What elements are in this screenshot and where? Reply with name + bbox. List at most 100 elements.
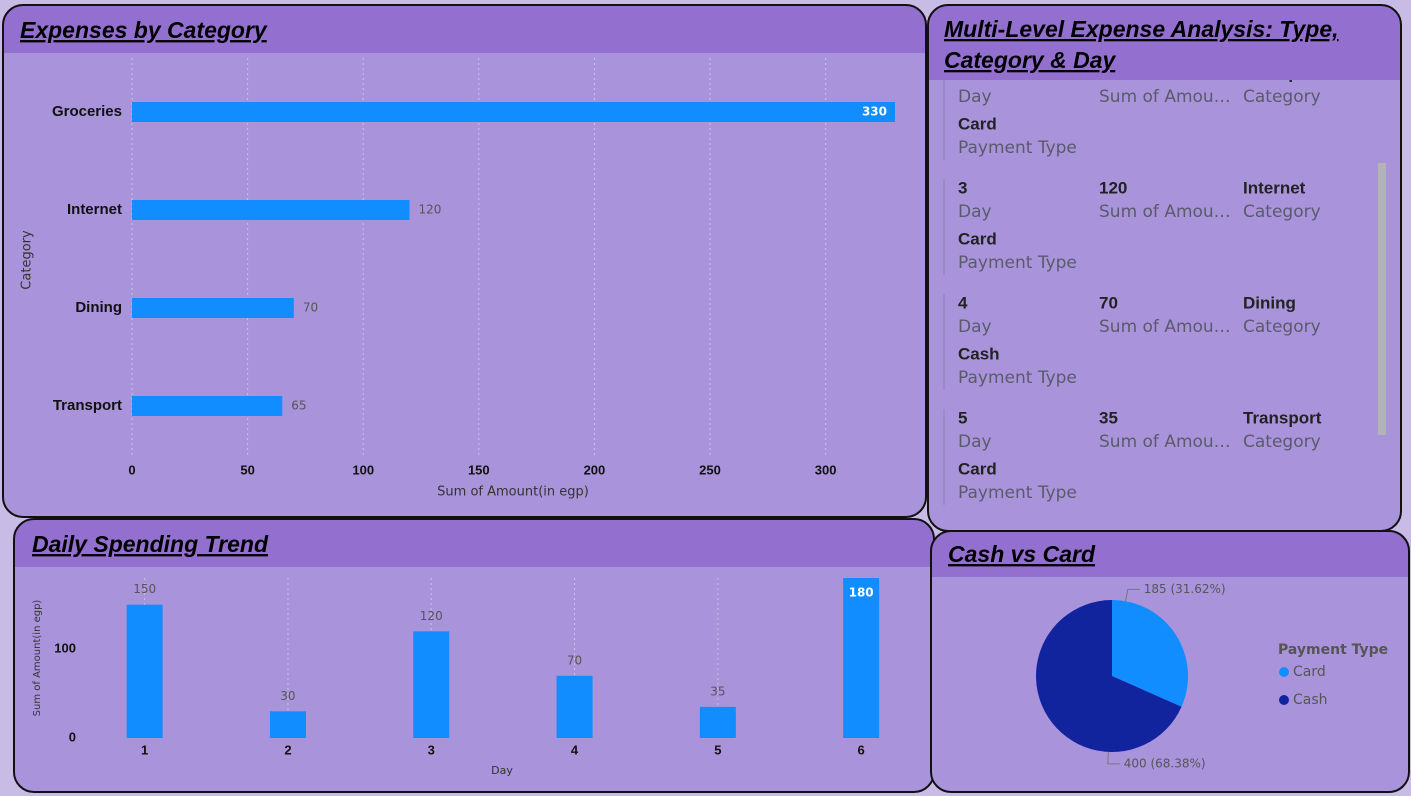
category-label: Groceries: [52, 103, 122, 120]
field-label: Category: [1243, 317, 1321, 337]
leader-line: [1125, 588, 1140, 602]
value-label: 185 (31.62%): [1144, 582, 1226, 596]
x-tick-label: 50: [240, 462, 254, 477]
value-label: 35: [710, 684, 725, 698]
field-value: Transport: [1243, 63, 1322, 82]
x-tick-label: 6: [858, 742, 865, 757]
category-label: Internet: [67, 201, 122, 218]
field-value: Transport: [1243, 408, 1322, 427]
field-label: Sum of Amou…: [1099, 202, 1231, 222]
chart-title: Daily Spending Trend: [32, 531, 269, 557]
field-value: 30: [1099, 63, 1118, 82]
bar: [126, 604, 163, 738]
x-tick-label: 2: [284, 742, 291, 757]
field-label: Day: [958, 87, 992, 107]
x-axis-label: Sum of Amount(in egp): [437, 485, 589, 500]
field-value: 35: [1099, 408, 1118, 427]
field-label: Category: [1243, 432, 1321, 452]
field-value: Dining: [1243, 293, 1296, 312]
value-label: 70: [303, 301, 318, 315]
scrollbar[interactable]: [1378, 163, 1386, 435]
field-label: Sum of Amou…: [1099, 432, 1231, 452]
bar: [556, 675, 593, 738]
panel-bg: [3, 5, 926, 517]
bar: [699, 706, 736, 738]
value-label: 30: [280, 689, 295, 703]
field-value: Card: [958, 229, 997, 248]
legend-title: Payment Type: [1278, 642, 1388, 658]
field-value: 2: [958, 63, 967, 82]
category-label: Dining: [75, 299, 122, 316]
card-list-title: Multi-Level Expense Analysis: Type, Categ…: [944, 16, 1339, 73]
x-tick-label: 100: [352, 462, 374, 477]
field-value: 120: [1099, 178, 1127, 197]
field-value: 4: [958, 293, 968, 312]
x-tick-label: 150: [468, 462, 490, 477]
field-label: Sum of Amou…: [1099, 87, 1231, 107]
y-tick-label: 0: [69, 729, 76, 744]
list-header: [928, 5, 1401, 80]
field-value: 3: [958, 178, 967, 197]
value-label: 70: [567, 653, 582, 667]
field-label: Day: [958, 317, 992, 337]
panel-border: [927, 4, 1402, 532]
x-tick-label: 5: [714, 742, 721, 757]
x-tick-label: 300: [815, 462, 837, 477]
legend-label: Cash: [1293, 692, 1328, 708]
value-label: 180: [849, 586, 874, 600]
chart-title: Cash vs Card: [948, 541, 1096, 567]
field-label: Category: [1243, 202, 1321, 222]
bar: [132, 102, 895, 122]
leader-line: [1107, 751, 1120, 765]
value-label: 120: [418, 203, 441, 217]
x-tick-label: 3: [428, 742, 435, 757]
x-axis-label: Day: [491, 764, 513, 777]
value-label: 330: [862, 105, 887, 119]
legend-label: Card: [1293, 664, 1326, 680]
pie-slice: [1036, 600, 1182, 752]
bar: [132, 298, 294, 318]
legend-marker: [1279, 667, 1289, 677]
bar: [269, 711, 306, 738]
field-value: Cash: [958, 344, 1000, 363]
chart-title: Expenses by Category: [20, 17, 268, 43]
field-label: Sum of Amou…: [1099, 317, 1231, 337]
field-label: Category: [1243, 87, 1321, 107]
field-value: Internet: [1243, 178, 1306, 197]
panel-bg: [928, 5, 1401, 531]
field-value: Card: [958, 114, 997, 133]
x-tick-label: 200: [584, 462, 606, 477]
field-label: Payment Type: [958, 368, 1077, 388]
legend-marker: [1279, 695, 1289, 705]
field-value: 70: [1099, 293, 1118, 312]
bar: [132, 200, 410, 220]
field-label: Day: [958, 202, 992, 222]
category-label: Transport: [53, 397, 122, 414]
x-tick-label: 250: [699, 462, 721, 477]
x-tick-label: 1: [141, 742, 148, 757]
y-axis-label: Sum of Amount(in egp): [32, 600, 43, 717]
field-label: Payment Type: [958, 253, 1077, 273]
value-label: 150: [133, 582, 156, 596]
value-label: 65: [291, 399, 306, 413]
panel-border: [2, 4, 927, 518]
field-label: Day: [958, 432, 992, 452]
y-tick-label: 100: [54, 641, 76, 656]
value-label: 120: [420, 609, 443, 623]
field-value: Card: [958, 459, 997, 478]
x-tick-label: 4: [571, 742, 579, 757]
card-list: 2 Day 30 Sum of Amou… Transport Category Card P…: [943, 63, 1322, 505]
bar: [413, 631, 450, 738]
value-label: 400 (68.38%): [1124, 756, 1206, 770]
field-label: Payment Type: [958, 138, 1077, 158]
field-label: Payment Type: [958, 483, 1077, 503]
bar: [843, 578, 880, 738]
pie-slice: [1112, 600, 1188, 707]
x-tick-label: 0: [128, 462, 135, 477]
field-value: 5: [958, 408, 967, 427]
panel-bg: [14, 519, 934, 792]
y-axis-label: Category: [20, 230, 35, 290]
bar: [132, 396, 283, 416]
